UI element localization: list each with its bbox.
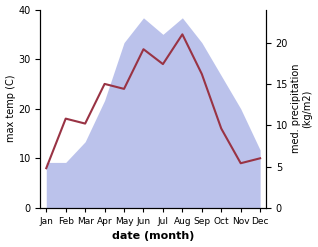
Y-axis label: max temp (C): max temp (C) — [5, 75, 16, 143]
Y-axis label: med. precipitation
(kg/m2): med. precipitation (kg/m2) — [291, 64, 313, 153]
X-axis label: date (month): date (month) — [112, 231, 194, 242]
